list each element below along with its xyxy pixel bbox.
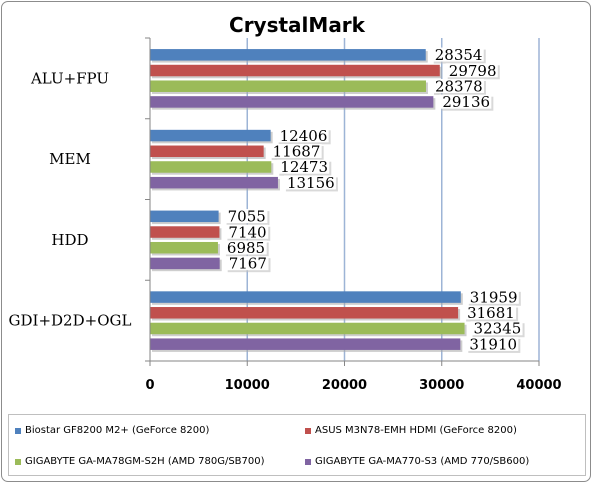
data-label: 6985: [227, 239, 265, 257]
data-label: 11687: [273, 143, 321, 161]
data-label: 7167: [229, 255, 267, 273]
data-label-box: [466, 289, 519, 304]
labels: 0 10000 20000 30000 40000 ALU+FPU 283542979828…: [9, 46, 562, 393]
category-label: GDI+D2D+OGL: [9, 312, 132, 330]
x-tick-label: 10000: [225, 378, 270, 393]
data-label: 32345: [474, 320, 522, 338]
legend-item: GIGABYTE GA-MA78GM-S2H (AMD 780G/SB700): [15, 456, 265, 467]
data-label-box: [470, 321, 523, 336]
legend-swatch: [305, 458, 311, 465]
bar: [150, 257, 220, 270]
bar: [150, 210, 219, 223]
legend-swatch: [15, 427, 21, 434]
data-label: 31681: [467, 304, 515, 322]
data-label: 7140: [228, 223, 266, 241]
data-label-box: [277, 159, 330, 174]
bar: [150, 80, 426, 92]
legend-swatch: [15, 458, 21, 465]
data-label: 12406: [280, 127, 328, 145]
bar: [150, 129, 271, 142]
chart-title: CrystalMark: [229, 13, 366, 37]
legend-item: GIGABYTE GA-MA770-S3 (AMD 770/SB600): [305, 456, 529, 467]
category-label: ALU+FPU: [30, 69, 109, 87]
data-label-box: [269, 144, 322, 159]
bar: [150, 176, 278, 189]
bar: [150, 322, 465, 335]
bar: [150, 96, 434, 108]
x-tick-label: 30000: [419, 378, 464, 393]
legend-label: ASUS M3N78-EMH HDMI (GeForce 8200): [315, 425, 517, 436]
bar: [150, 64, 440, 77]
data-label: 29798: [449, 62, 497, 80]
data-label: 29136: [442, 93, 490, 111]
category-label: HDD: [51, 231, 88, 249]
data-label-box: [464, 305, 517, 320]
data-label-box: [439, 94, 492, 109]
data-label-box: [445, 63, 498, 78]
legend-item: ASUS M3N78-EMH HDMI (GeForce 8200): [305, 425, 517, 436]
bar: [150, 161, 272, 173]
bar: [150, 145, 264, 158]
data-label-box: [224, 209, 268, 224]
x-tick-label: 0: [145, 378, 154, 393]
bar: [150, 307, 459, 319]
legend-label: GIGABYTE GA-MA770-S3 (AMD 770/SB600): [315, 456, 530, 467]
data-label-box: [283, 175, 336, 190]
x-tick-label: 20000: [322, 378, 367, 393]
bar: [150, 241, 218, 254]
data-label: 28354: [435, 46, 483, 64]
data-label: 7055: [228, 208, 266, 226]
x-tick-label: 40000: [516, 378, 561, 393]
bar: [150, 226, 220, 238]
legend-item: Biostar GF8200 M2+ (GeForce 8200): [15, 425, 209, 436]
data-label-box: [276, 128, 329, 143]
data-label: 13156: [287, 174, 335, 192]
data-label-box: [466, 336, 519, 351]
legend-swatch: [305, 427, 311, 434]
data-label-box: [223, 240, 267, 255]
category-label: MEM: [49, 150, 91, 168]
data-label: 12473: [280, 158, 328, 176]
bar: [150, 49, 426, 61]
data-label: 28378: [435, 77, 483, 95]
bars: [150, 49, 467, 352]
legend-label: Biostar GF8200 M2+ (GeForce 8200): [25, 425, 210, 436]
legend-label: GIGABYTE GA-MA78GM-S2H (AMD 780G/SB700): [25, 456, 265, 467]
legend: Biostar GF8200 M2+ (GeForce 8200) ASUS M3…: [8, 414, 586, 476]
data-label-box: [431, 47, 484, 62]
data-label-box: [225, 224, 269, 239]
data-label: 31910: [469, 335, 517, 353]
data-label: 31959: [470, 288, 518, 306]
axes: [145, 37, 540, 366]
bar: [150, 338, 461, 350]
data-label-box: [225, 256, 269, 271]
data-label-box: [431, 78, 484, 93]
bar: [150, 291, 461, 303]
